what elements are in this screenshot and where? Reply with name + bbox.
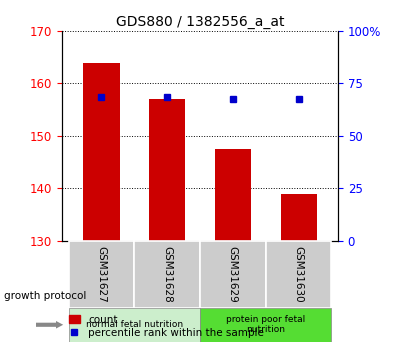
Bar: [68, 308, 200, 342]
Bar: [266, 241, 332, 308]
Text: GSM31627: GSM31627: [96, 246, 106, 303]
Legend: count, percentile rank within the sample: count, percentile rank within the sample: [67, 313, 266, 340]
Text: protein poor fetal
nutrition: protein poor fetal nutrition: [226, 315, 305, 334]
Text: GSM31630: GSM31630: [294, 246, 304, 303]
Text: GSM31628: GSM31628: [162, 246, 172, 303]
Bar: [280, 194, 317, 241]
Bar: [149, 99, 185, 241]
Title: GDS880 / 1382556_a_at: GDS880 / 1382556_a_at: [116, 14, 284, 29]
Text: normal fetal nutrition: normal fetal nutrition: [86, 320, 183, 329]
Text: GSM31629: GSM31629: [228, 246, 238, 303]
Bar: [215, 149, 251, 241]
Bar: [200, 308, 332, 342]
Bar: [200, 241, 266, 308]
Text: growth protocol: growth protocol: [4, 291, 86, 301]
Bar: [134, 241, 200, 308]
Bar: [83, 62, 120, 241]
Bar: [68, 241, 134, 308]
